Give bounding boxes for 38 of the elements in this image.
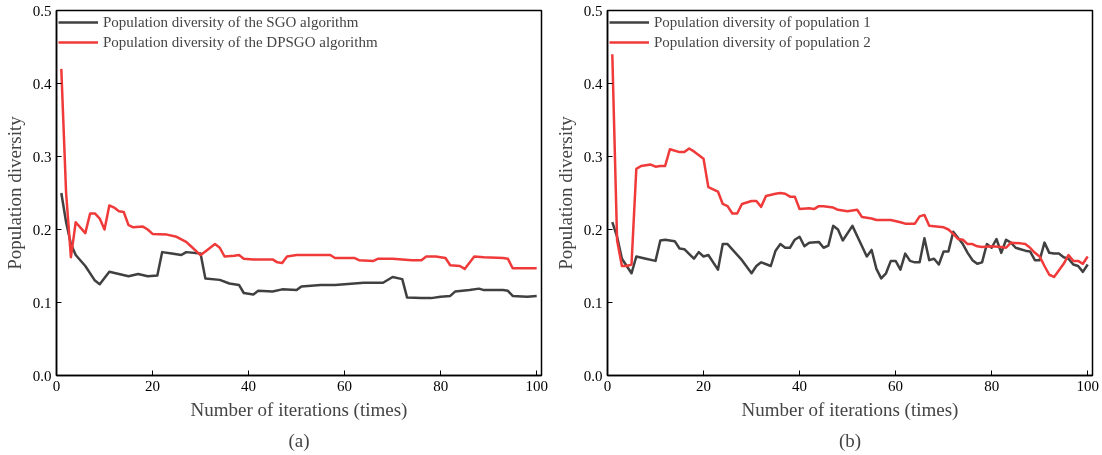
text: (a) [288,429,310,452]
x-tick-label: 0 [603,377,612,394]
y-tick-label: 0.4 [583,75,603,92]
text: (b) [838,429,862,452]
y-tick-label: 0.4 [32,75,52,92]
y-tick-label: 0.5 [583,2,603,19]
line-series [611,220,1089,280]
x-tick-label: 80 [433,377,449,394]
y-tick-label: 0.1 [583,294,603,311]
y-tick-label: 0.3 [583,148,603,165]
legend-label: Population diversity of the DPSGO algorithm [103,33,378,51]
legend-label: Population diversity of the SGO algorithm [103,13,359,31]
x-tick-label: 100 [525,377,548,394]
y-tick-label: 0.0 [32,367,52,384]
x-tick-label: 20 [145,377,161,394]
x-tick-label: 60 [337,377,353,394]
legend-label: Population diversity of population 2 [654,33,871,51]
x-axis-title: Number of iterations (times) [190,398,408,421]
x-tick-label: 20 [696,377,712,394]
y-tick-label: 0.0 [583,367,603,384]
x-tick-label: 100 [1076,377,1099,394]
line-series [60,191,538,300]
y-axis-title: Population diversity [554,115,576,270]
x-tick-label: 0 [52,377,61,394]
y-tick-label: 0.2 [32,221,52,238]
legend-label: Population diversity of population 1 [654,13,871,31]
line-series [611,53,1089,279]
y-tick-label: 0.1 [32,294,52,311]
y-tick-label: 0.2 [583,221,603,238]
x-tick-label: 40 [241,377,257,394]
x-axis-title: Number of iterations (times) [741,398,959,421]
y-tick-label: 0.3 [32,148,52,165]
x-tick-label: 60 [888,377,904,394]
line-series [60,67,538,271]
x-tick-label: 40 [792,377,808,394]
y-tick-label: 0.5 [32,2,52,19]
y-axis-title: Population diversity [3,115,25,270]
x-tick-label: 80 [984,377,1000,394]
